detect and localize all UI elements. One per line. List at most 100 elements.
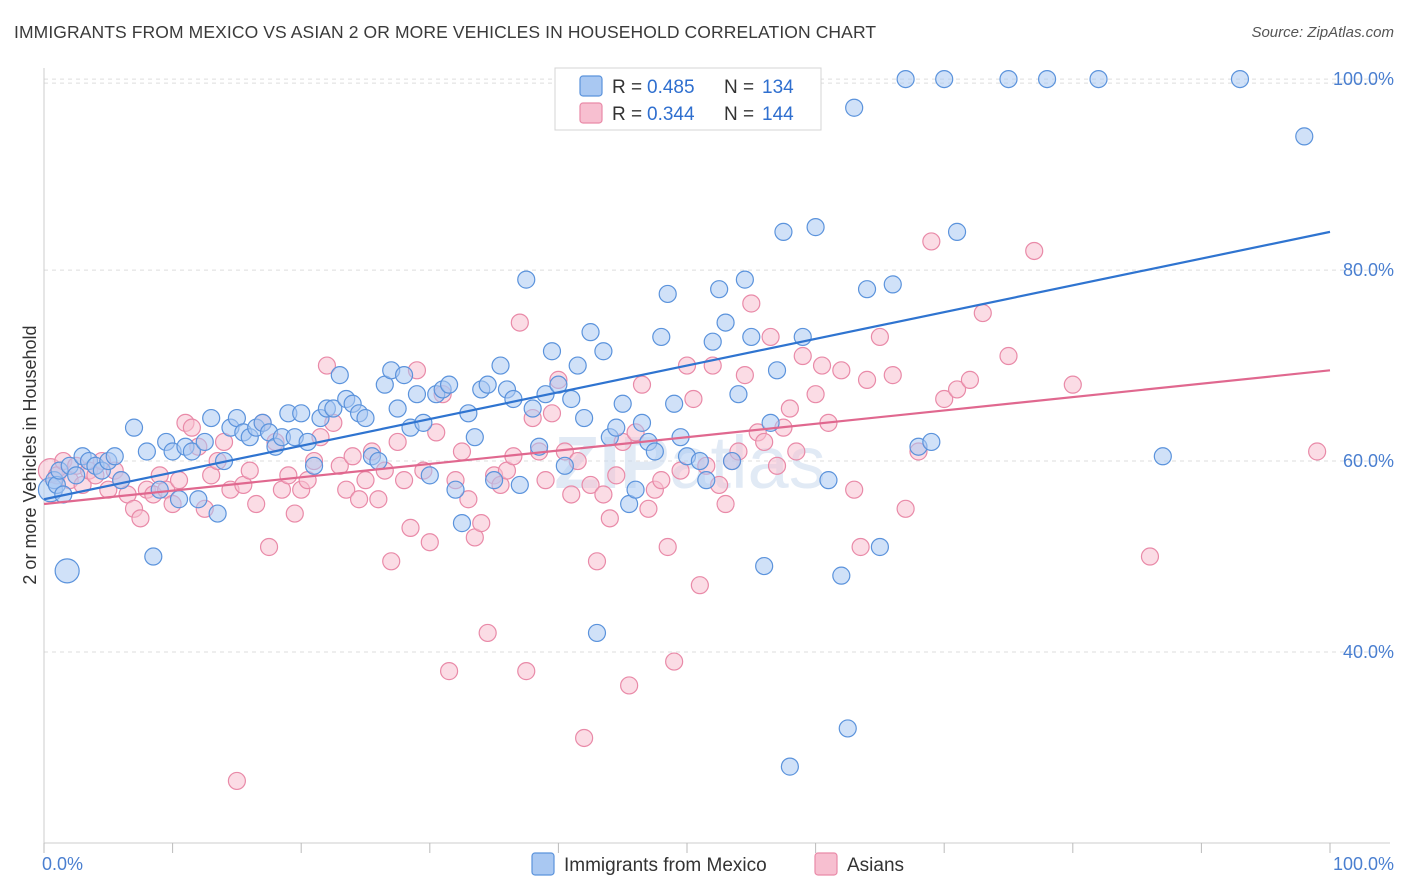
mexico-point-97: [658, 284, 677, 304]
asians-point-62: [439, 662, 459, 681]
y-tick-labels: 40.0% 60.0% 80.0% 100.0%: [1333, 69, 1394, 662]
asians-point-119: [812, 356, 832, 375]
mexico-point-55: [388, 399, 407, 418]
mexico-point-127: [935, 69, 954, 89]
mexico-point-93: [632, 413, 652, 432]
mexico-point-109: [742, 327, 761, 347]
asians-point-78: [542, 404, 562, 423]
mexico-point-131: [1089, 69, 1108, 89]
y-tick-label-1: 60.0%: [1343, 451, 1394, 471]
asians-point-124: [857, 370, 877, 389]
mexico-point-70: [485, 471, 504, 490]
asians-point-81: [562, 485, 581, 504]
mexico-point-14: [112, 471, 131, 490]
asians-point-112: [761, 327, 780, 347]
asians-point-37: [279, 466, 298, 485]
chart-title: IMMIGRANTS FROM MEXICO VS ASIAN 2 OR MOR…: [14, 22, 877, 42]
mexico-point-18: [150, 480, 169, 499]
mexico-point-87: [594, 342, 613, 361]
mexico-point-108: [735, 270, 754, 289]
mexico-point-106: [722, 451, 742, 471]
bottom-legend-swatch-asians: [814, 852, 838, 876]
asians-point-48: [349, 490, 369, 509]
mexico-point-21: [169, 490, 189, 509]
legend-swatch-mexico: [579, 75, 603, 97]
asians-point-83: [575, 728, 594, 748]
mexico-point-121: [857, 280, 877, 299]
asians-point-92: [632, 375, 652, 394]
asians-point-105: [716, 494, 735, 514]
mexico-point-117: [819, 471, 838, 490]
asians-point-31: [240, 461, 259, 480]
mexico-point-63: [439, 375, 459, 394]
asians-point-46: [337, 480, 356, 499]
asians-point-121: [832, 361, 851, 380]
x-tick-label-0: 0.0%: [42, 854, 83, 874]
mexico-point-118: [832, 566, 851, 585]
mexico-point-90: [613, 394, 632, 413]
asians-point-115: [780, 399, 799, 418]
mexico-point-65: [452, 514, 472, 533]
mexico-point-23: [182, 442, 201, 461]
mexico-point-122: [870, 537, 890, 557]
mexico-point-41: [298, 432, 317, 452]
mexico-point-45: [324, 399, 343, 418]
legend-swatch-asians: [579, 102, 603, 124]
asians-point-54: [388, 432, 407, 452]
mexico-point-81: [555, 456, 574, 475]
mexico-point-114: [780, 757, 799, 776]
asians-point-86: [594, 485, 613, 504]
asians-points: [37, 232, 1327, 791]
asians-point-127: [896, 499, 915, 518]
asians-point-123: [851, 537, 870, 557]
mexico-point-112: [767, 361, 787, 380]
mexico-point-123: [883, 275, 902, 294]
asians-point-84: [581, 475, 600, 495]
mexico-point-76: [523, 399, 542, 418]
asians-point-53: [382, 552, 401, 571]
x-tick-labels: 0.0% 100.0%: [42, 854, 1394, 874]
bottom-legend-label-asians: Asians: [847, 855, 904, 876]
asians-point-108: [735, 366, 754, 385]
asians-point-29: [227, 771, 246, 791]
asians-point-49: [356, 471, 375, 490]
asians-point-96: [658, 537, 677, 557]
asians-point-129: [922, 232, 941, 251]
asians-point-118: [806, 385, 825, 404]
mexico-point-52: [369, 451, 388, 471]
mexico-point-85: [581, 323, 600, 342]
mexico-point-133: [1230, 69, 1250, 89]
mexico-point-83: [568, 356, 587, 375]
mexico-point-119: [838, 719, 857, 738]
mexico-point-15: [124, 418, 144, 437]
asians-point-68: [478, 623, 497, 643]
mexico-point-25: [195, 432, 214, 452]
mexico-point-13: [105, 447, 124, 466]
mexico-point-82: [562, 389, 581, 409]
legend-r-label-2: R =: [612, 104, 642, 125]
mexico-point-74: [510, 475, 529, 495]
y-tick-label-2: 80.0%: [1343, 260, 1394, 280]
asians-point-87: [600, 509, 619, 528]
mexico-point-26: [202, 408, 221, 428]
mexico-point-110: [755, 556, 774, 576]
mexico-point-69: [478, 375, 497, 394]
mexico-trend-line: [43, 230, 1331, 501]
asians-point-135: [1025, 241, 1044, 261]
asians-point-130: [935, 389, 954, 409]
mexico-point-17: [144, 547, 163, 566]
asians-point-74: [517, 662, 536, 681]
mexico-point-120: [845, 98, 864, 117]
asians-point-88: [607, 466, 626, 485]
mexico-point-16: [137, 442, 156, 461]
asians-point-137: [1140, 547, 1160, 566]
asians-point-133: [973, 303, 992, 323]
asians-point-111: [755, 432, 774, 452]
mexico-point-104: [710, 280, 729, 299]
asians-point-56: [401, 518, 420, 537]
mexico-point-60: [420, 466, 439, 485]
mexico-point-128: [947, 222, 967, 241]
mexico-point-96: [652, 327, 671, 347]
series-legend: Immigrants from Mexico Asians: [531, 852, 904, 876]
asians-point-34: [259, 537, 279, 557]
